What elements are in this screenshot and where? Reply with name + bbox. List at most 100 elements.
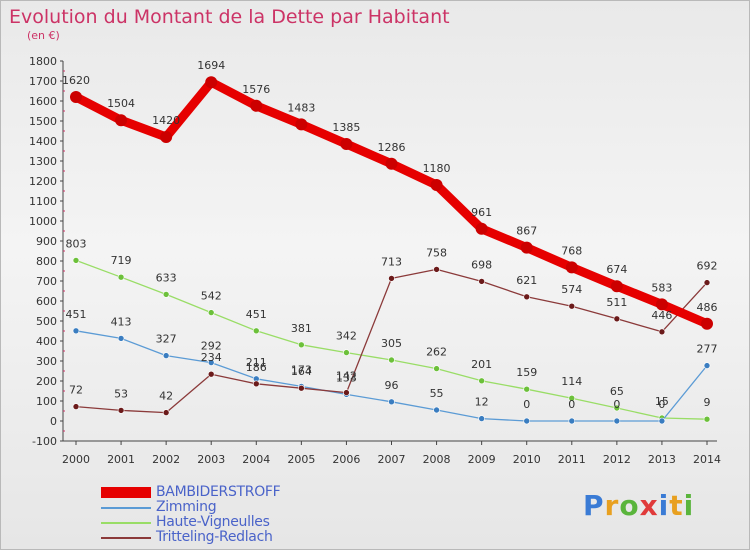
data-label: 511	[606, 296, 627, 309]
data-point	[117, 273, 125, 281]
data-point	[340, 138, 353, 150]
data-point	[613, 404, 621, 412]
y-tick-label: 100	[36, 395, 57, 408]
data-label: 583	[651, 281, 672, 294]
data-label: 719	[111, 254, 132, 267]
legend-item: BAMBIDERSTROFF	[101, 485, 361, 500]
y-tick-label: 1200	[29, 175, 57, 188]
data-label: 164	[291, 365, 312, 378]
data-point	[298, 341, 305, 349]
data-point	[430, 179, 443, 191]
legend-swatch	[101, 485, 151, 500]
data-point	[388, 275, 395, 282]
data-label: 186	[246, 361, 267, 374]
y-tick-label: 1000	[29, 215, 57, 228]
data-point	[388, 356, 395, 364]
data-label: 446	[651, 309, 672, 322]
data-point	[117, 407, 125, 414]
data-point	[701, 317, 713, 330]
y-tick-label: -100	[32, 435, 57, 448]
legend-swatch	[101, 515, 151, 530]
data-point	[703, 362, 711, 369]
data-label: 277	[697, 343, 718, 356]
proxiti-logo: Proxiti	[583, 489, 694, 522]
data-point	[343, 389, 350, 396]
y-tick-label: 1100	[29, 195, 57, 208]
data-point	[610, 280, 623, 293]
data-point	[523, 293, 531, 301]
x-tick-label: 2013	[648, 453, 676, 466]
data-label: 1620	[62, 74, 90, 87]
data-label: 698	[471, 258, 492, 271]
logo-letter: o	[619, 489, 640, 522]
data-label: 1504	[107, 97, 135, 110]
data-point	[520, 241, 533, 254]
data-point	[568, 302, 576, 310]
data-label: 961	[471, 206, 492, 219]
data-label: 0	[613, 398, 620, 411]
x-tick-label: 2003	[197, 453, 225, 466]
data-label: 1286	[378, 141, 406, 154]
data-point	[205, 76, 218, 89]
y-tick-label: 800	[36, 255, 57, 268]
data-point	[478, 415, 485, 422]
data-label: 201	[471, 358, 492, 371]
data-label: 12	[475, 396, 489, 409]
data-label: 451	[66, 308, 87, 321]
logo-letter: x	[639, 489, 659, 522]
logo-letter: P	[583, 489, 605, 522]
x-tick-label: 2012	[603, 453, 631, 466]
data-label: 65	[610, 385, 624, 398]
data-point	[703, 279, 711, 286]
data-point	[613, 417, 621, 425]
data-point	[162, 291, 170, 298]
x-tick-label: 2001	[107, 453, 135, 466]
data-label: 692	[697, 260, 718, 273]
y-tick-label: 1400	[29, 135, 57, 148]
legend-swatch	[101, 530, 151, 545]
data-point	[568, 417, 576, 425]
data-label: 0	[523, 398, 530, 411]
data-label: 1694	[197, 59, 225, 72]
data-label: 1576	[242, 83, 270, 96]
y-tick-label: 1700	[29, 75, 57, 88]
data-point	[162, 409, 170, 416]
chart-subtitle: (en €)	[27, 29, 60, 42]
x-tick-label: 2014	[693, 453, 721, 466]
y-tick-label: 300	[36, 355, 57, 368]
legend-item: Tritteling-Redlach	[101, 530, 361, 545]
x-tick-label: 2002	[152, 453, 180, 466]
legend-label: Zimming	[156, 499, 217, 515]
y-tick-label: 0	[50, 415, 57, 428]
y-tick-label: 700	[36, 275, 57, 288]
data-label: 327	[156, 333, 177, 346]
data-point	[703, 415, 711, 423]
data-point	[295, 118, 308, 131]
data-label: 0	[658, 398, 665, 411]
data-point	[658, 417, 666, 425]
data-label: 234	[201, 351, 222, 364]
chart-legend: BAMBIDERSTROFF Zimming Haute-Vigneulles Tri…	[101, 485, 361, 545]
data-point	[117, 335, 125, 342]
data-label: 42	[159, 390, 173, 403]
y-tick-label: 500	[36, 315, 57, 328]
data-point	[115, 114, 128, 127]
data-label: 292	[201, 340, 222, 353]
y-tick-label: 1300	[29, 155, 57, 168]
legend-label: Tritteling-Redlach	[156, 529, 273, 545]
data-label: 633	[156, 271, 177, 284]
data-point	[478, 377, 485, 385]
y-tick-label: 900	[36, 235, 57, 248]
logo-letter: i	[658, 489, 670, 522]
x-tick-label: 2005	[287, 453, 315, 466]
x-tick-label: 2006	[332, 453, 360, 466]
data-point	[613, 315, 621, 323]
data-point	[433, 266, 440, 273]
data-label: 413	[111, 315, 132, 328]
y-tick-label: 600	[36, 295, 57, 308]
data-point	[433, 365, 440, 372]
data-point	[250, 99, 263, 112]
data-point	[252, 380, 260, 388]
y-tick-label: 400	[36, 335, 57, 348]
